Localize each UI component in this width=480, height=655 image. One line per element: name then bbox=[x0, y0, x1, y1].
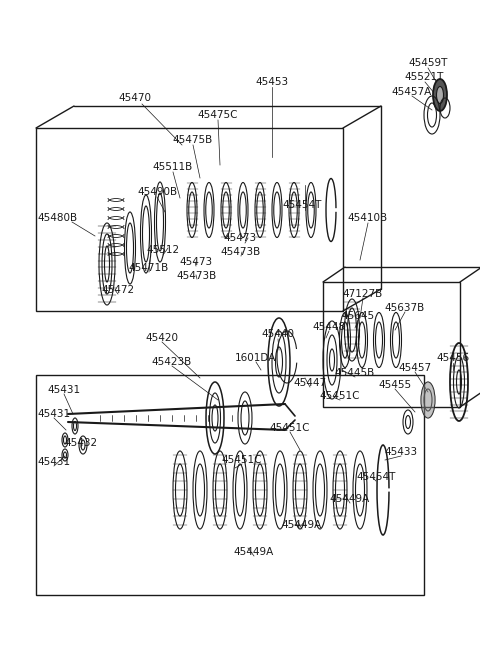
Text: 45454T: 45454T bbox=[356, 472, 396, 482]
Text: 45440: 45440 bbox=[262, 329, 295, 339]
Text: 45475C: 45475C bbox=[198, 110, 238, 120]
Text: 45457A: 45457A bbox=[392, 87, 432, 97]
Text: 45410B: 45410B bbox=[348, 213, 388, 223]
Text: 45472: 45472 bbox=[101, 285, 134, 295]
Text: 47127B: 47127B bbox=[343, 289, 383, 299]
Text: 45471B: 45471B bbox=[129, 263, 169, 273]
Text: 45445B: 45445B bbox=[335, 368, 375, 378]
Text: 45637B: 45637B bbox=[385, 303, 425, 313]
Text: 45459T: 45459T bbox=[408, 58, 448, 68]
Text: 45453: 45453 bbox=[255, 77, 288, 87]
Text: 45473B: 45473B bbox=[221, 247, 261, 257]
Text: 45521T: 45521T bbox=[404, 72, 444, 82]
Text: 45490B: 45490B bbox=[137, 187, 177, 197]
Text: 45451C: 45451C bbox=[270, 423, 310, 433]
Text: 45433: 45433 bbox=[384, 447, 418, 457]
Text: 45473: 45473 bbox=[180, 257, 213, 267]
Ellipse shape bbox=[433, 79, 447, 111]
Text: 45431: 45431 bbox=[37, 457, 71, 467]
Text: 45455: 45455 bbox=[378, 380, 411, 390]
Text: 45457: 45457 bbox=[398, 363, 432, 373]
Text: 45448: 45448 bbox=[312, 322, 346, 332]
Text: 45511B: 45511B bbox=[153, 162, 193, 172]
Text: 45431: 45431 bbox=[48, 385, 81, 395]
Text: 45475B: 45475B bbox=[173, 135, 213, 145]
Text: 45473B: 45473B bbox=[177, 271, 217, 281]
Text: 45423B: 45423B bbox=[152, 357, 192, 367]
Text: 45456: 45456 bbox=[436, 353, 469, 363]
Bar bbox=[36, 128, 343, 311]
Text: 45447: 45447 bbox=[293, 378, 326, 388]
Text: 45480B: 45480B bbox=[37, 213, 77, 223]
Text: 45431: 45431 bbox=[37, 409, 71, 419]
Ellipse shape bbox=[421, 382, 435, 418]
Text: 45512: 45512 bbox=[146, 245, 180, 255]
Text: 45454T: 45454T bbox=[282, 200, 322, 210]
Text: 1601DA: 1601DA bbox=[235, 353, 276, 363]
Text: 45451C: 45451C bbox=[320, 391, 360, 401]
Bar bbox=[323, 282, 460, 407]
Bar bbox=[36, 375, 424, 595]
Text: 45449A: 45449A bbox=[234, 547, 274, 557]
Text: 45449A: 45449A bbox=[330, 494, 370, 504]
Text: 45420: 45420 bbox=[145, 333, 179, 343]
Ellipse shape bbox=[436, 86, 444, 103]
Text: 45645: 45645 bbox=[341, 311, 374, 321]
Text: 45451C: 45451C bbox=[222, 455, 262, 465]
Text: 45449A: 45449A bbox=[282, 520, 322, 530]
Text: 45473: 45473 bbox=[223, 233, 257, 243]
Text: 45432: 45432 bbox=[64, 438, 97, 448]
Text: 45470: 45470 bbox=[119, 93, 152, 103]
